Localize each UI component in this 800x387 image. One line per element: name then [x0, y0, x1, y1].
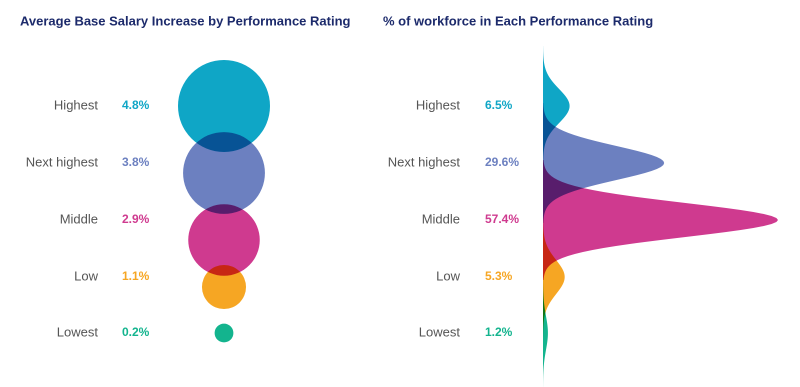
chart-title: % of workforce in Each Performance Ratin… [383, 13, 653, 28]
bubble [183, 132, 265, 214]
value-label: 2.9% [122, 212, 150, 226]
distribution-curve [543, 273, 548, 387]
value-label: 5.3% [485, 269, 513, 283]
category-label: Low [436, 268, 460, 283]
value-label: 1.1% [122, 269, 150, 283]
category-label: Highest [416, 97, 460, 112]
value-label: 3.8% [122, 155, 150, 169]
category-label: Lowest [57, 324, 99, 339]
distribution-curve [543, 217, 565, 337]
value-label: 6.5% [485, 98, 513, 112]
bubble [214, 323, 234, 343]
value-label: 29.6% [485, 155, 519, 169]
bubble [188, 204, 260, 276]
category-label: Next highest [388, 154, 461, 169]
category-label: Lowest [419, 324, 461, 339]
distribution-curve [543, 46, 570, 166]
value-label: 57.4% [485, 212, 519, 226]
bubble [178, 60, 270, 152]
category-label: Next highest [26, 154, 99, 169]
distribution-curve [543, 160, 778, 280]
category-label: Highest [54, 97, 98, 112]
distribution-curve [543, 103, 665, 223]
value-label: 4.8% [122, 98, 150, 112]
category-label: Low [74, 268, 98, 283]
value-label: 1.2% [485, 325, 513, 339]
chart-title: Average Base Salary Increase by Performa… [20, 13, 351, 28]
category-label: Middle [422, 211, 460, 226]
value-label: 0.2% [122, 325, 150, 339]
category-label: Middle [60, 211, 98, 226]
bubble [201, 264, 247, 310]
